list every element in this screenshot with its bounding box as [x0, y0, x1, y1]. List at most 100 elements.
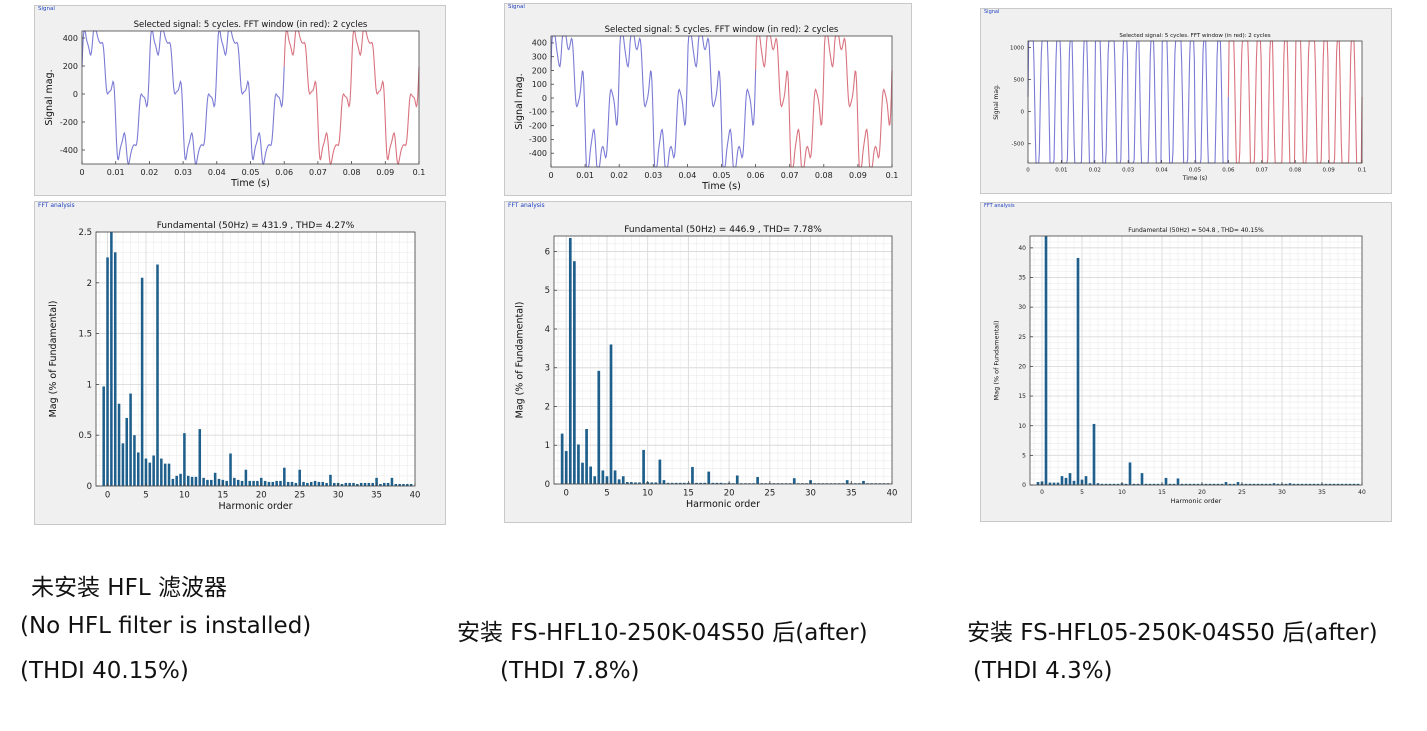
signal-line — [81, 30, 285, 166]
harmonic-bar — [371, 482, 374, 486]
y-tick-label: 2.5 — [78, 228, 92, 238]
harmonic-bar — [160, 458, 163, 486]
x-tick-label: 20 — [724, 489, 735, 499]
harmonic-bar — [1136, 483, 1140, 485]
x-tick-label: 0.07 — [309, 168, 327, 177]
harmonic-bar — [140, 277, 144, 486]
x-tick-label: 20 — [1198, 489, 1206, 496]
caption-no-filter-thdi: (THDI 40.15%) — [20, 658, 189, 684]
harmonic-bar — [1324, 483, 1328, 485]
y-tick-label: -400 — [60, 146, 78, 155]
x-tick-label: 0.09 — [1322, 168, 1335, 174]
y-tick-label: 20 — [1018, 364, 1026, 371]
harmonic-bar — [409, 483, 413, 486]
harmonic-bar — [382, 482, 386, 486]
y-tick-label: 400 — [63, 34, 78, 43]
signal-panel-2-svg: 0 0.01 0.02 0.03 0.04 0.05 0.06 0.07 0.08 0.09 0.1… — [514, 25, 898, 192]
harmonic-bar — [621, 476, 625, 484]
y-tick-label: 25 — [1018, 334, 1026, 341]
harmonic-bar — [1132, 483, 1136, 485]
harmonic-bar — [1312, 483, 1316, 485]
x-tick-label: 25 — [764, 489, 775, 499]
harmonic-bar — [1100, 483, 1104, 485]
harmonic-bar — [271, 481, 275, 486]
harmonic-bar — [1044, 236, 1048, 485]
x-tick-label: 10 — [642, 489, 653, 499]
harmonic-bar — [340, 483, 344, 486]
y-tick-label: 0 — [542, 94, 547, 103]
x-tick-label: 0.06 — [747, 171, 765, 180]
harmonic-bar — [329, 474, 332, 486]
x-tick-label: 0.08 — [1289, 168, 1302, 174]
harmonic-bar — [1220, 483, 1224, 485]
x-axis-label: Harmonic order — [686, 499, 760, 510]
harmonic-bar — [1316, 483, 1320, 485]
x-tick-label: 20 — [256, 491, 267, 501]
harmonic-bar — [1148, 483, 1152, 485]
harmonic-bar — [1268, 483, 1272, 485]
harmonic-bar — [317, 481, 321, 486]
harmonic-bar — [221, 479, 225, 486]
harmonic-bar — [260, 477, 263, 486]
harmonic-bar — [605, 476, 609, 484]
x-axis-label: Time (s) — [1182, 175, 1207, 182]
harmonic-bar — [1172, 483, 1176, 485]
x-tick-label: 0.08 — [343, 168, 361, 177]
x-tick-label: 5 — [143, 491, 148, 501]
harmonic-bar — [309, 481, 313, 486]
harmonic-bar — [1244, 483, 1248, 485]
x-tick-label: 0.02 — [140, 168, 158, 177]
harmonic-bar — [1328, 483, 1332, 485]
y-tick-label: 1000 — [1010, 45, 1024, 51]
harmonic-bar — [601, 470, 605, 484]
harmonic-bar — [179, 473, 182, 486]
harmonic-bar — [183, 433, 186, 486]
harmonic-bar — [217, 478, 221, 486]
harmonic-bar — [202, 477, 205, 486]
x-axis-label: Harmonic order — [1171, 497, 1222, 505]
harmonic-bar — [279, 480, 282, 486]
harmonic-bar — [110, 232, 113, 486]
harmonic-bar — [707, 471, 711, 484]
harmonic-bar — [666, 482, 670, 484]
harmonic-bar — [1128, 462, 1132, 485]
y-axis-label: Mag (% of Fundamental) — [48, 301, 59, 418]
chart-title: Selected signal: 5 cycles. FFT window (i… — [1119, 33, 1270, 39]
harmonic-bar — [163, 463, 167, 486]
x-tick-label: 0.03 — [1122, 168, 1135, 174]
panel-label: FFT analysis — [508, 202, 545, 209]
harmonic-bar — [398, 483, 401, 486]
harmonic-bar — [1232, 483, 1236, 485]
fft-panel-2: FFT analysis 0 5 10 15 20 25 30 35 40 0 1 2 3 4 5 6 Funda… — [504, 201, 912, 523]
harmonic-bar — [106, 257, 109, 486]
harmonic-bar — [129, 393, 132, 486]
x-axis-label: Time (s) — [701, 181, 741, 192]
y-tick-label: 5 — [1022, 452, 1026, 459]
x-tick-label: 35 — [371, 491, 382, 501]
y-tick-label: 2 — [87, 279, 92, 289]
harmonic-bar — [597, 370, 601, 484]
harmonic-bar — [298, 469, 301, 486]
harmonic-bar — [1164, 477, 1168, 485]
harmonic-bar — [175, 475, 178, 486]
y-tick-label: 1.5 — [78, 330, 92, 340]
harmonic-bar — [367, 482, 371, 486]
harmonic-bar — [564, 451, 568, 484]
panel-label: FFT analysis — [984, 203, 1015, 209]
harmonic-bar — [609, 344, 613, 484]
x-tick-label: 0.09 — [376, 168, 394, 177]
x-tick-label: 0.08 — [815, 171, 833, 180]
harmonic-bar — [1332, 483, 1336, 485]
harmonic-bar — [137, 452, 140, 486]
signal-line — [1027, 40, 1229, 164]
harmonic-bar — [568, 237, 572, 484]
harmonic-bar — [144, 458, 148, 486]
y-tick-label: 6 — [545, 247, 550, 257]
harmonic-bar — [715, 482, 719, 484]
harmonic-bar — [630, 482, 633, 484]
harmonic-bar — [1352, 483, 1356, 485]
x-tick-label: 0.09 — [849, 171, 867, 180]
harmonic-bar — [862, 480, 865, 484]
harmonic-bar — [1188, 483, 1192, 485]
harmonic-bar — [756, 477, 759, 484]
